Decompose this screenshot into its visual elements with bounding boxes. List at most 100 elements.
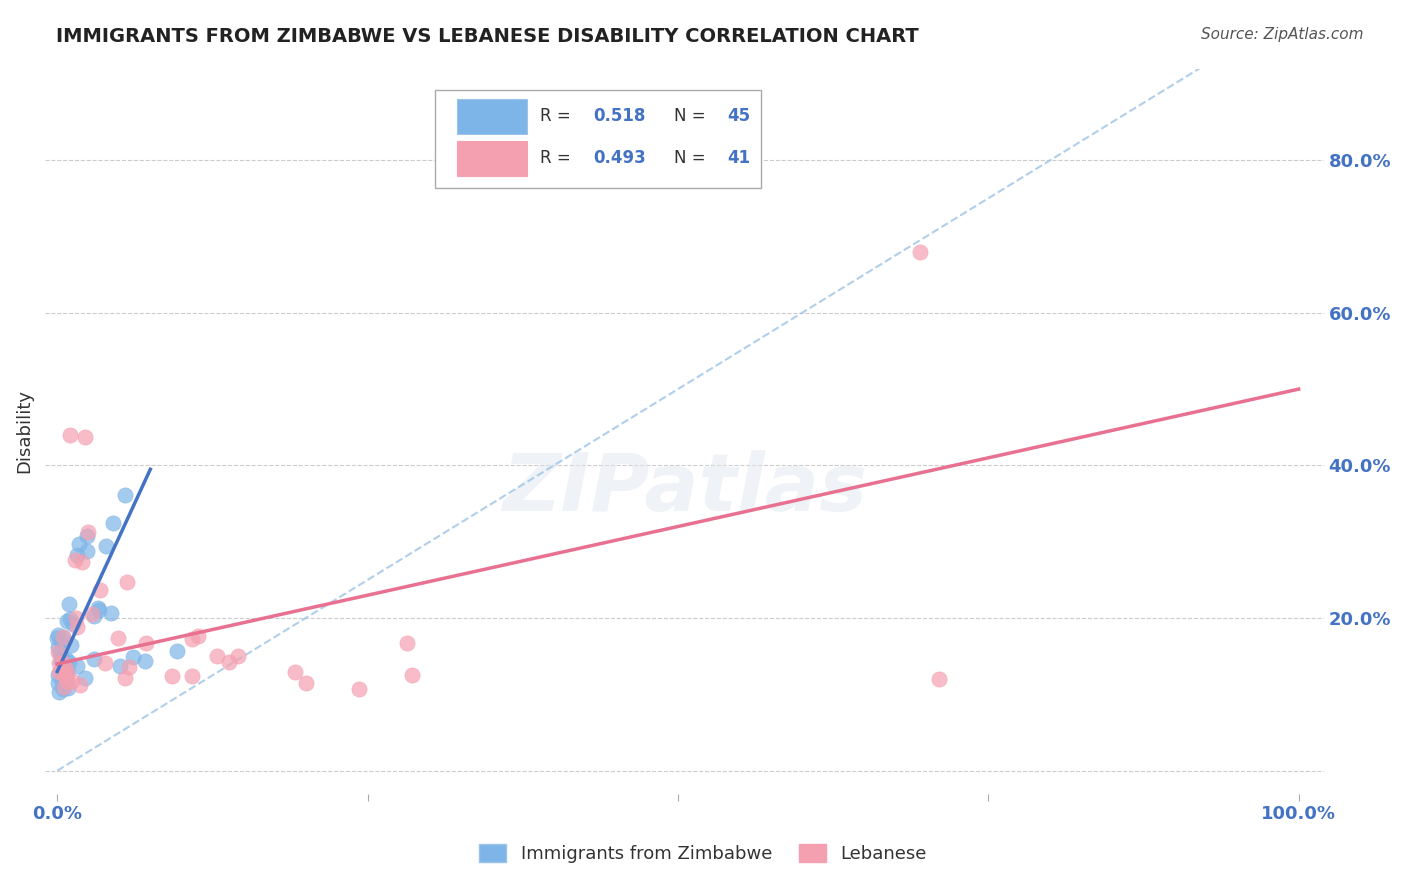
Point <box>77 524 100 539</box>
Point <box>928 672 950 686</box>
Point <box>62 616 84 631</box>
Point <box>58 655 80 669</box>
Point <box>114 671 136 685</box>
Point <box>56 663 79 677</box>
Y-axis label: Disability: Disability <box>15 389 32 473</box>
Point <box>94 539 117 553</box>
Point <box>284 665 307 679</box>
Text: N =: N = <box>673 150 711 168</box>
Point <box>67 537 90 551</box>
Point <box>180 669 202 683</box>
Point <box>55 673 77 688</box>
Point <box>49 632 72 647</box>
Point <box>205 648 228 663</box>
Point <box>87 602 110 616</box>
FancyBboxPatch shape <box>434 90 761 188</box>
Point <box>69 677 91 691</box>
Point <box>75 671 97 685</box>
Point <box>51 656 73 670</box>
Point <box>66 620 89 634</box>
Point <box>60 673 83 688</box>
Text: R =: R = <box>540 107 575 126</box>
Point <box>51 656 73 670</box>
Point <box>46 644 69 658</box>
Point <box>72 555 94 569</box>
Point <box>396 636 419 650</box>
Text: 0.493: 0.493 <box>593 150 647 168</box>
Point <box>65 553 87 567</box>
FancyBboxPatch shape <box>457 99 527 134</box>
Point <box>83 609 105 624</box>
Point <box>53 674 76 689</box>
Point <box>122 649 145 664</box>
Point <box>135 636 157 650</box>
Point <box>180 632 202 646</box>
Point <box>75 430 97 444</box>
Point <box>76 544 98 558</box>
Point <box>55 669 77 683</box>
Point <box>46 640 69 654</box>
Text: N =: N = <box>673 107 711 126</box>
Point <box>59 427 82 442</box>
Point <box>56 614 79 628</box>
Point <box>101 516 124 531</box>
Point <box>55 652 77 666</box>
Point <box>51 675 73 690</box>
Point <box>160 669 183 683</box>
Point <box>295 676 318 690</box>
Point <box>108 658 131 673</box>
Point <box>46 631 69 645</box>
Point <box>48 647 70 661</box>
Point <box>100 606 122 620</box>
Point <box>66 659 89 673</box>
Point <box>114 488 136 502</box>
Text: 45: 45 <box>728 107 751 126</box>
Point <box>56 662 79 676</box>
Point <box>226 648 249 663</box>
Point <box>52 667 75 681</box>
Point <box>55 662 77 676</box>
Point <box>347 681 370 696</box>
Point <box>218 655 240 669</box>
Point <box>53 680 76 694</box>
Point <box>76 529 98 543</box>
Point <box>49 654 72 668</box>
Point <box>107 632 129 646</box>
Point <box>52 681 75 696</box>
Point <box>82 607 104 621</box>
Point <box>46 628 69 642</box>
Point <box>52 630 75 644</box>
Point <box>908 244 931 259</box>
Point <box>83 652 105 666</box>
Point <box>94 656 117 670</box>
Point <box>48 665 70 680</box>
Point <box>56 681 79 695</box>
Point <box>51 651 73 665</box>
Legend: Immigrants from Zimbabwe, Lebanese: Immigrants from Zimbabwe, Lebanese <box>468 833 938 874</box>
Text: ZIPatlas: ZIPatlas <box>502 450 866 528</box>
Point <box>118 660 141 674</box>
Point <box>56 666 79 681</box>
Text: Source: ZipAtlas.com: Source: ZipAtlas.com <box>1201 27 1364 42</box>
Point <box>134 654 156 668</box>
Point <box>187 629 209 643</box>
Text: 0.518: 0.518 <box>593 107 645 126</box>
Point <box>52 668 75 682</box>
Point <box>65 611 87 625</box>
Point <box>60 638 83 652</box>
Point <box>58 597 80 611</box>
Text: R =: R = <box>540 150 575 168</box>
Point <box>46 676 69 690</box>
Point <box>89 583 111 598</box>
Point <box>48 657 70 671</box>
Point <box>59 611 82 625</box>
Point <box>166 644 188 658</box>
Point <box>48 684 70 698</box>
Text: 41: 41 <box>728 150 751 168</box>
FancyBboxPatch shape <box>457 141 527 176</box>
Point <box>87 601 110 615</box>
Point <box>46 667 69 681</box>
Text: IMMIGRANTS FROM ZIMBABWE VS LEBANESE DISABILITY CORRELATION CHART: IMMIGRANTS FROM ZIMBABWE VS LEBANESE DIS… <box>56 27 920 45</box>
Point <box>66 548 89 562</box>
Point <box>52 630 75 644</box>
